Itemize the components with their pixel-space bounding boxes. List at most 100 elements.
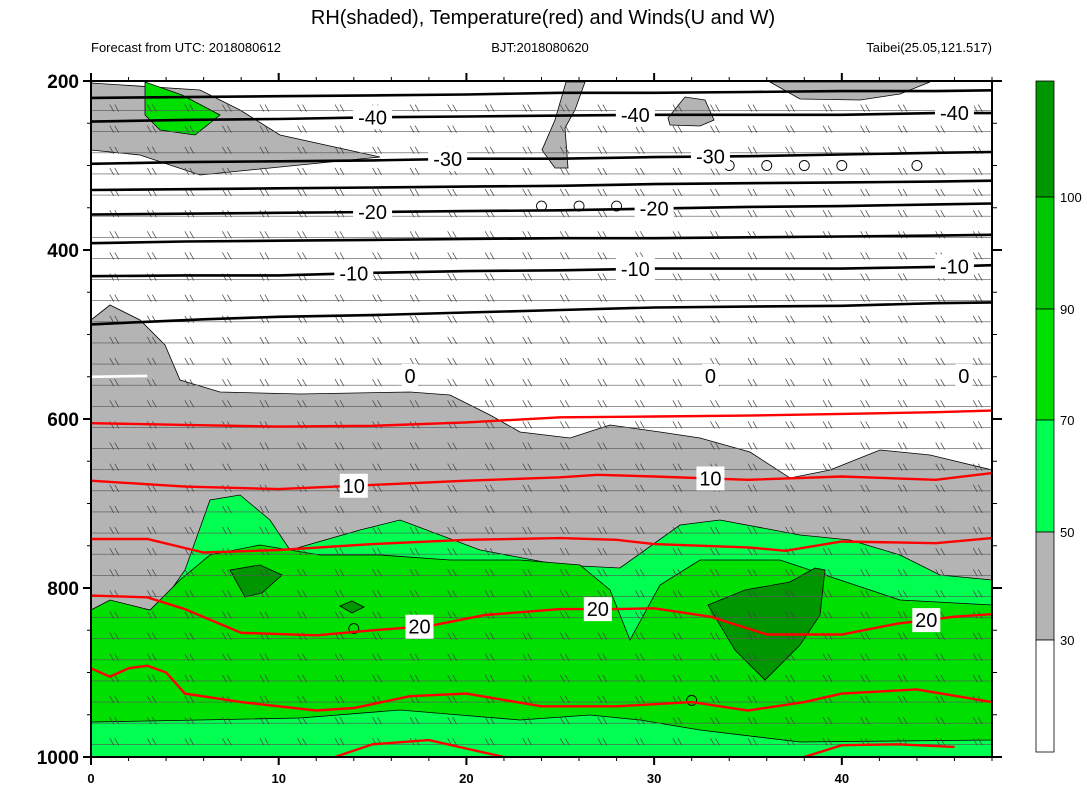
wind-barb-feather [222, 738, 227, 746]
wind-barb-feather [377, 167, 382, 176]
wind-barb-feather [677, 717, 683, 725]
wind-barb-feather [109, 738, 115, 746]
wind-barb-feather [677, 315, 683, 323]
wind-barb-feather [940, 505, 945, 514]
wind-barb-feather [865, 400, 870, 408]
wind-barb-feather [227, 505, 232, 514]
wind-barb-feather [940, 463, 945, 471]
wind-barb-feather [860, 379, 865, 387]
calm-wind-circle [798, 160, 810, 171]
wind-barb-feather [635, 484, 640, 492]
wind-barb-feather [414, 315, 420, 323]
wind-barb-feather [940, 526, 945, 535]
wind-barb-feather [152, 125, 157, 133]
wind-barb-feather [339, 590, 345, 598]
wind-barb-feather [484, 125, 490, 133]
wind-barb-feather [222, 717, 227, 725]
wind-barb-feather [822, 484, 828, 492]
wind-barb-feather [489, 442, 495, 450]
wind-barb-feather [522, 505, 528, 514]
wind-barb-feather [790, 653, 795, 661]
wind-barb-feather [790, 252, 795, 260]
wind-barb-feather [559, 569, 565, 577]
wind-barb-feather [414, 294, 420, 302]
wind-barb-feather [377, 188, 382, 197]
wind-barb-feather [977, 463, 983, 471]
wind-barb-feather [715, 548, 720, 556]
contour-label: 20 [408, 617, 430, 639]
wind-barb-feather [302, 505, 307, 514]
wind-barb-feather [189, 526, 195, 535]
wind-barb-feather [484, 505, 490, 514]
wind-barb-feather [334, 252, 340, 260]
wind-barb-feather [264, 294, 270, 302]
wind-barb-feather [935, 463, 940, 471]
wind-barb-feather [152, 357, 157, 366]
rh-region-green-core-a [229, 564, 283, 598]
wind-barb-feather [564, 146, 570, 154]
wind-barb-feather [409, 273, 415, 281]
wind-barb-feather [790, 104, 795, 112]
wind-barb-feather [785, 421, 790, 429]
wind-barb-feather [602, 379, 608, 387]
wind-barb-feather [522, 146, 528, 154]
wind-barb-feather [489, 421, 495, 429]
wind-barb-feather [564, 273, 570, 281]
wind-barb-feather [790, 125, 795, 133]
wind-barb-feather [602, 421, 608, 429]
wind-barb-feather [747, 569, 753, 577]
wind-barb-feather [227, 632, 232, 640]
wind-barb-feather [414, 484, 420, 492]
wind-barb-feather [559, 336, 565, 345]
wind-barb-feather [564, 695, 570, 704]
wind-barb-feather [897, 526, 903, 535]
wind-barb-feather [602, 548, 608, 556]
wind-barb-feather [635, 590, 640, 598]
wind-barb-feather [747, 273, 753, 281]
wind-barb-feather [227, 400, 232, 408]
wind-barb-feather [640, 336, 645, 345]
wind-barb-feather [184, 738, 190, 746]
wind-barb-feather [414, 252, 420, 260]
wind-barb-feather [114, 463, 120, 471]
wind-barb-feather [602, 252, 608, 260]
wind-barb-feather [935, 379, 940, 387]
wind-barb-feather [710, 717, 715, 725]
calm-wind-circle [611, 200, 623, 212]
wind-barb-feather [672, 400, 678, 408]
wind-barb-feather [640, 146, 645, 154]
wind-barb-feather [222, 590, 227, 598]
wind-barb-feather [785, 315, 790, 323]
wind-barb-feather [710, 674, 715, 683]
wind-barb-feather [677, 357, 683, 366]
wind-barb-feather [339, 738, 345, 746]
wind-barb-feather [897, 505, 903, 514]
wind-barb-feather [452, 336, 457, 345]
wind-barb-feather [527, 674, 533, 683]
wind-barb-feather [715, 125, 720, 133]
wind-barb-feather [227, 717, 232, 725]
wind-barb-feather [860, 632, 865, 640]
wind-barb-feather [897, 379, 903, 387]
rh-region-green-core-b [339, 600, 365, 614]
wind-barb-feather [484, 357, 490, 366]
wind-barb-feather [865, 167, 870, 176]
wind-barb-feather [227, 526, 232, 535]
wind-barb-feather [752, 336, 758, 345]
wind-barb-feather [747, 463, 753, 471]
wind-barb-feather [972, 569, 978, 577]
wind-barb-feather [372, 632, 377, 640]
wind-barb-row [91, 188, 992, 197]
contour-label: -10 [940, 256, 969, 278]
wind-barb-feather [977, 167, 983, 176]
wind-barb-feather [710, 695, 715, 704]
wind-barb-feather [484, 273, 490, 281]
wind-barb-feather [147, 526, 152, 535]
wind-barb-feather [339, 188, 345, 197]
wind-barb-feather [672, 379, 678, 387]
wind-barb-feather [827, 421, 833, 429]
wind-barb-feather [452, 674, 457, 683]
wind-barb-feather [222, 231, 227, 239]
wind-barb-feather [189, 590, 195, 598]
wind-barb-feather [785, 569, 790, 577]
